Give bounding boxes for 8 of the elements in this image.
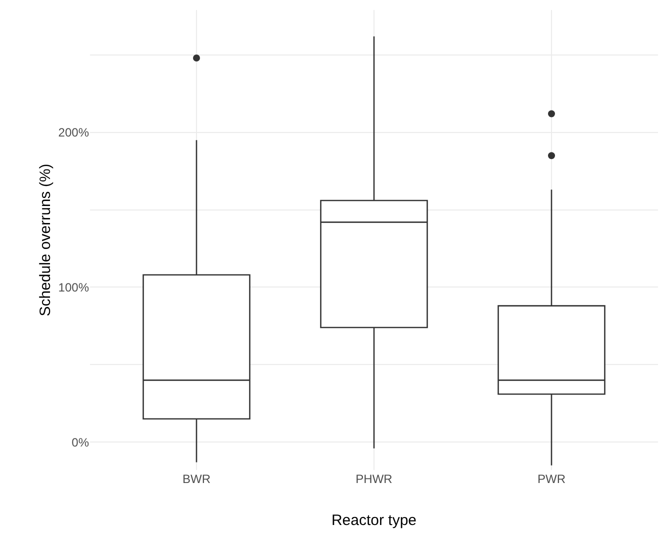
x-tick-label: PWR <box>538 472 566 486</box>
y-tick-label: 100% <box>58 280 90 294</box>
y-tick-label: 0% <box>72 435 90 450</box>
x-axis-title: Reactor type <box>331 512 417 529</box>
x-tick-label: PHWR <box>356 472 393 486</box>
y-tick-label: 200% <box>58 126 90 140</box>
y-axis-title: Schedule overruns (%) <box>37 164 54 316</box>
x-tick-label: BWR <box>182 472 211 486</box>
